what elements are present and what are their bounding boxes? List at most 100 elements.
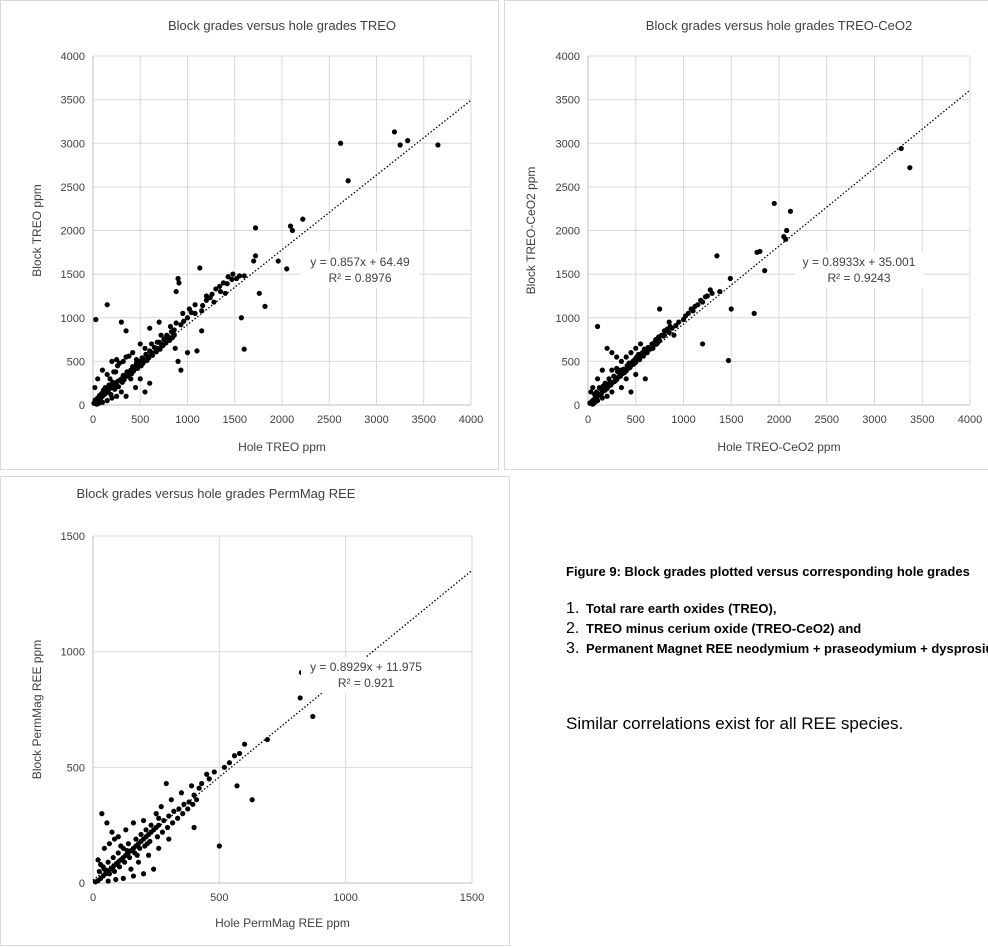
data-point: [230, 271, 236, 277]
data-point: [181, 318, 187, 324]
data-point: [124, 369, 130, 375]
trendline-equation: y = 0.8933x + 35.001: [803, 255, 916, 269]
data-point: [185, 806, 191, 812]
data-point: [132, 384, 139, 391]
x-tick-label: 2500: [815, 414, 839, 426]
y-tick-label: 500: [67, 762, 85, 774]
data-point: [166, 836, 172, 842]
data-point: [252, 225, 259, 231]
trendline-r2: R² = 0.8976: [328, 271, 391, 285]
data-point: [646, 345, 652, 351]
data-point: [140, 817, 147, 824]
data-point: [234, 275, 240, 282]
trendline-label-box: [795, 252, 923, 288]
data-point: [217, 283, 223, 289]
data-point: [140, 360, 146, 366]
data-point: [162, 336, 168, 342]
data-point: [231, 753, 238, 759]
data-point: [118, 843, 124, 849]
data-point: [405, 138, 411, 144]
data-point: [146, 355, 152, 361]
y-axis-label: Block PermMag REE ppm: [30, 640, 44, 779]
data-point: [114, 357, 120, 363]
data-point: [300, 216, 306, 222]
chart-permmag-ree: 0 500 1000 1500 0 500 1000 1500 Block grades ver…: [30, 486, 484, 930]
data-point: [236, 750, 243, 757]
data-point: [147, 380, 153, 386]
data-point: [188, 783, 195, 789]
data-point: [657, 306, 663, 312]
caption-item: 3. Permanent Magnet REE neodymium + pras…: [566, 640, 988, 657]
data-point: [614, 354, 620, 360]
x-tick-label: 3500: [412, 414, 436, 426]
data-point: [140, 871, 147, 877]
x-tick-label: 500: [131, 414, 149, 426]
data-point: [108, 391, 114, 398]
data-point: [762, 268, 768, 274]
data-point: [104, 398, 110, 404]
data-point: [93, 397, 99, 403]
data-point: [632, 357, 638, 363]
y-tick-label: 3500: [61, 95, 85, 107]
caption-list: 1. Total rare earth oxides (TREO), 2. TR…: [566, 600, 988, 660]
data-point: [751, 310, 757, 316]
data-point: [604, 393, 610, 399]
data-point: [287, 223, 294, 229]
data-point: [111, 836, 118, 842]
data-point: [898, 145, 904, 152]
chart-treo-ceo2: 0 500 1000 1500 2000 2500 3000 3500 4000 0 500 1000…: [524, 18, 982, 454]
data-point: [594, 323, 601, 330]
data-point: [128, 866, 134, 872]
data-point: [176, 280, 182, 286]
data-point: [172, 345, 178, 351]
data-point: [137, 845, 143, 851]
data-point: [193, 797, 200, 803]
x-tick-label: 3500: [910, 414, 934, 426]
data-point: [142, 389, 148, 395]
data-point: [118, 389, 124, 395]
x-tick-label: 1500: [223, 414, 247, 426]
data-point: [116, 864, 123, 870]
data-point: [284, 266, 290, 272]
data-point: [133, 357, 140, 363]
chart-panel-treo-ceo2: 0 500 1000 1500 2000 2500 3000 3500 4000 0 500 1000…: [504, 0, 988, 470]
data-point: [191, 824, 197, 831]
data-point: [147, 348, 153, 354]
data-point: [787, 208, 794, 214]
data-point: [130, 820, 137, 826]
data-point: [660, 333, 667, 339]
data-point: [101, 866, 107, 872]
data-point: [180, 811, 186, 817]
data-point: [180, 310, 186, 316]
data-point: [124, 848, 130, 854]
data-point: [127, 854, 133, 861]
x-tick-label: 3000: [364, 414, 388, 426]
data-point: [337, 140, 344, 146]
data-point: [673, 323, 679, 329]
data-point: [113, 876, 119, 883]
y-tick-label: 2500: [556, 182, 580, 194]
data-point: [216, 843, 222, 849]
caption-item: 1. Total rare earth oxides (TREO),: [566, 600, 988, 617]
data-point: [171, 808, 177, 814]
x-tick-label: 0: [90, 892, 96, 904]
data-point: [609, 367, 615, 373]
data-point: [783, 236, 789, 242]
data-point: [217, 288, 224, 295]
data-point: [682, 313, 689, 319]
data-point: [112, 386, 118, 392]
data-point: [163, 780, 169, 787]
y-tick-label: 500: [562, 356, 580, 368]
data-point: [154, 834, 161, 840]
data-point: [123, 393, 129, 399]
data-point: [142, 345, 148, 351]
x-axis-label: Hole TREO ppm: [238, 440, 326, 454]
data-point: [698, 297, 704, 303]
figure-caption: Figure 9: Block grades plotted versus co…: [566, 564, 970, 579]
trendline-r2: R² = 0.9243: [827, 271, 890, 285]
data-point: [106, 382, 112, 388]
data-point: [157, 346, 163, 352]
data-point: [199, 308, 205, 314]
data-point: [178, 322, 184, 328]
data-point: [771, 200, 777, 207]
